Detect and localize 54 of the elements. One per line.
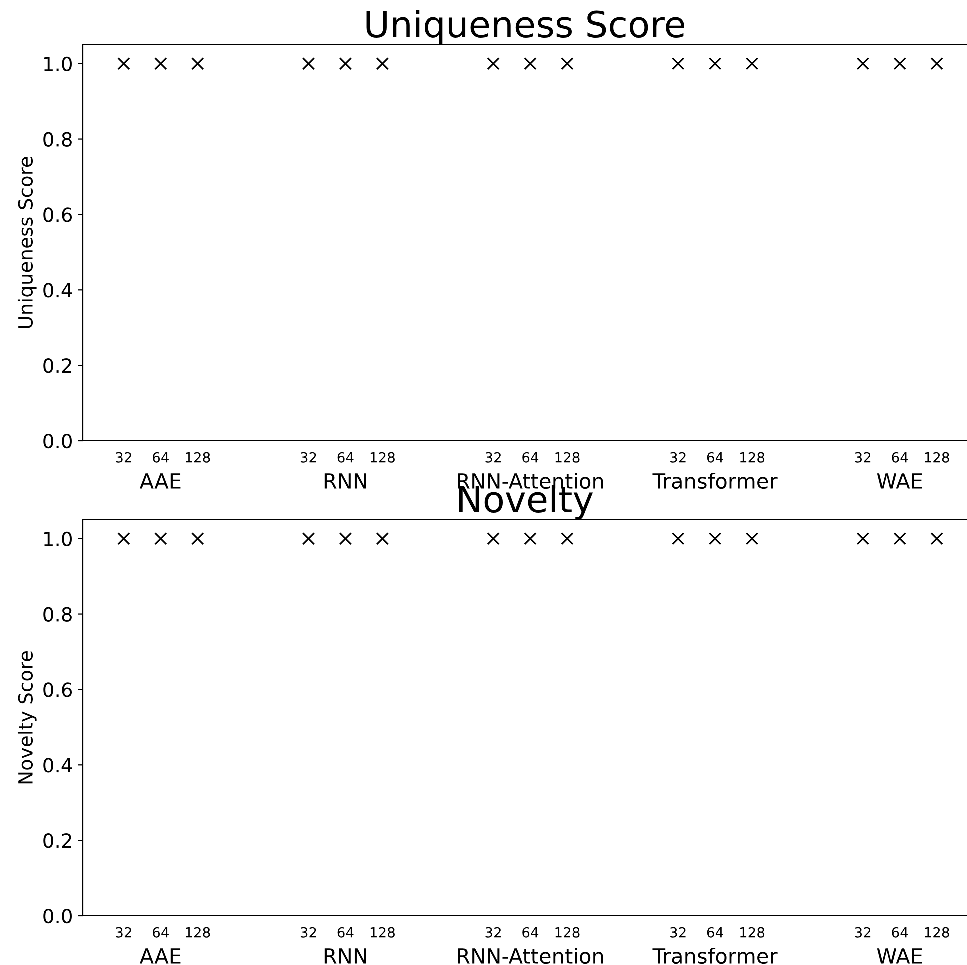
- x-tick-label: 128: [370, 927, 395, 938]
- x-tick-label: 64: [892, 452, 908, 463]
- text: RNN: [324, 948, 366, 964]
- x-tick-label: 64: [707, 927, 724, 938]
- x-tick-label: 32: [855, 452, 871, 463]
- y-tick-label: 1.0: [44, 532, 72, 547]
- y-tick-label: 0.2: [44, 834, 72, 848]
- text: RNN-Attention: [458, 948, 604, 964]
- x-tick-label: 128: [925, 452, 950, 463]
- text: WAE: [877, 948, 922, 964]
- y-tick-label: 1.0: [44, 56, 72, 72]
- x-tick-label: 64: [153, 927, 169, 938]
- y-tick-label: 0.8: [44, 607, 72, 622]
- x-tick-label: 32: [855, 927, 871, 938]
- text: AAE: [140, 474, 181, 489]
- x-tick-label: 64: [522, 927, 539, 938]
- x-tick-label: 32: [116, 927, 132, 938]
- x-tick-label: 128: [370, 452, 395, 463]
- x-tick-label: 128: [740, 452, 765, 463]
- x-tick-label: 128: [556, 927, 580, 938]
- x-tick-label: 128: [186, 452, 210, 463]
- y-tick-label: 0.6: [44, 682, 72, 698]
- x-tick-label: 64: [892, 927, 908, 938]
- text: RNN: [324, 474, 366, 489]
- x-tick-label: 128: [740, 927, 765, 938]
- x-tick-label: 32: [670, 452, 686, 463]
- x-tick-label: 64: [707, 452, 724, 463]
- text: AAE: [140, 948, 181, 964]
- text: Transformer: [652, 948, 778, 964]
- text: Transformer: [652, 472, 778, 490]
- y-tick-label: 0.2: [44, 358, 72, 374]
- x-tick-label: 64: [522, 452, 539, 463]
- x-tick-label: 32: [486, 927, 501, 938]
- y-tick-label: 0.4: [44, 283, 72, 298]
- y-tick-label: 0.0: [44, 434, 72, 449]
- x-tick-label: 128: [556, 452, 580, 463]
- x-tick-label: 128: [186, 927, 210, 938]
- x-tick-label: 64: [338, 927, 354, 938]
- x-tick-label: 32: [300, 452, 316, 463]
- x-tick-label: 128: [925, 927, 950, 938]
- chart-title: Uniqueness Score: [366, 10, 684, 45]
- x-tick-label: 64: [153, 452, 169, 463]
- text: WAE: [877, 474, 922, 489]
- y-tick-label: 0.0: [44, 908, 72, 924]
- x-tick-label: 32: [300, 927, 316, 938]
- y-axis-title: Novelty Score: [18, 652, 37, 784]
- x-tick-label: 32: [116, 452, 132, 463]
- x-tick-label: 64: [338, 452, 354, 463]
- x-tick-label: 32: [486, 452, 501, 463]
- y-tick-label: 0.8: [44, 132, 72, 147]
- x-tick-label: 32: [670, 927, 686, 938]
- y-axis-title: Uniqueness Score: [18, 157, 37, 328]
- y-tick-label: 0.6: [44, 208, 72, 222]
- y-tick-label: 0.4: [44, 758, 72, 773]
